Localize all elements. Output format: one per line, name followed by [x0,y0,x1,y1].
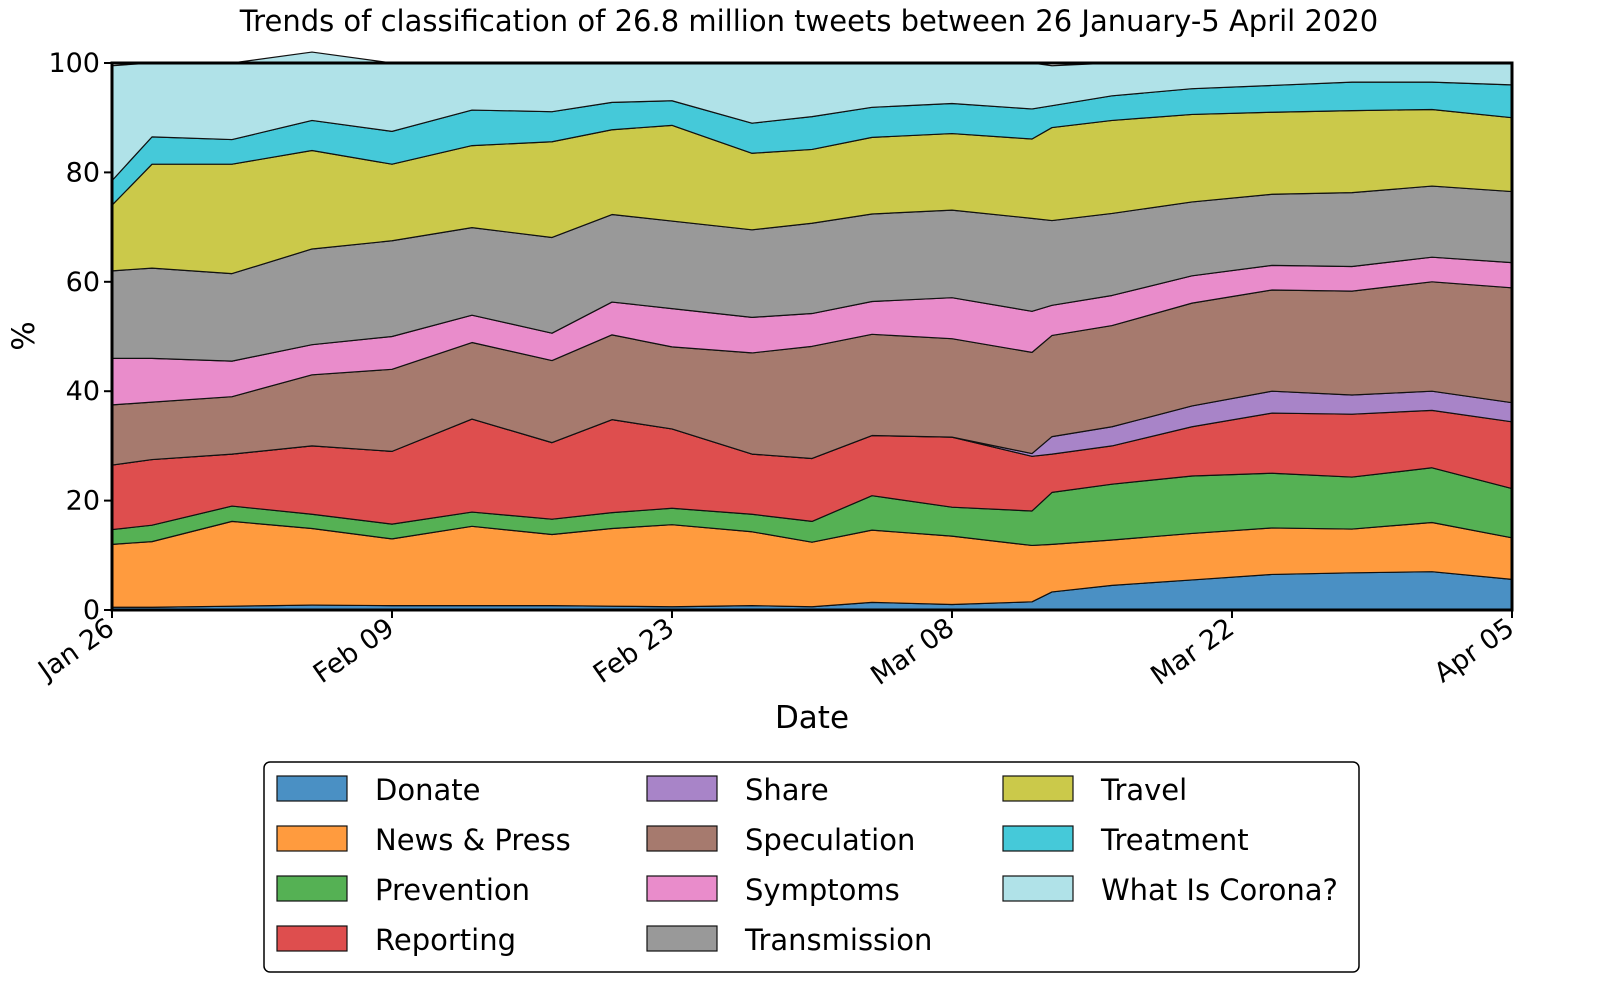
legend-swatch-prevention [276,875,348,902]
x-tick-label: Mar 22 [1145,612,1240,691]
x-tick-label: Jan 26 [31,612,120,687]
x-tick-label: Mar 08 [865,612,960,691]
legend-swatch-symptoms [646,875,718,902]
legend-frame [263,761,1360,973]
y-tick-label: 20 [66,486,100,517]
y-axis-label: % [6,321,42,350]
legend-swatch-speculation [646,825,718,852]
legend: Donate News & Press Prevention Reporting Sha… [263,761,1360,973]
legend-swatch-travel [1002,775,1074,802]
legend-swatch-news-press [276,825,348,852]
chart-title: Trends of classification of 26.8 million… [239,4,1379,38]
legend-label-news-press: News & Press [375,823,571,857]
legend-label-transmission: Transmission [744,923,932,957]
x-tick-label: Feb 09 [308,612,400,689]
y-tick-label: 60 [66,267,100,298]
legend-label-reporting: Reporting [375,923,516,957]
x-tick-label: Feb 23 [588,612,680,689]
x-tick-label: Apr 05 [1429,612,1520,689]
legend-label-travel: Travel [1100,773,1187,807]
y-tick-label: 0 [83,595,100,626]
legend-swatch-reporting [276,925,348,952]
legend-swatch-treatment [1002,825,1074,852]
x-axis-label: Date [775,700,849,736]
legend-label-share: Share [745,773,829,807]
legend-label-symptoms: Symptoms [745,873,900,907]
y-tick-label: 80 [66,157,100,188]
plot-frame [110,61,1514,612]
legend-swatch-donate [276,775,348,802]
legend-swatch-share [646,775,718,802]
legend-label-prevention: Prevention [375,873,530,907]
legend-label-donate: Donate [375,773,480,807]
legend-label-what-is-corona: What Is Corona? [1101,873,1338,907]
y-tick-label: 40 [66,376,100,407]
plot-area [111,51,1513,611]
legend-swatch-what-is-corona [1002,875,1074,902]
y-axis: 0 20 40 60 80 100 [48,48,112,626]
legend-swatch-transmission [646,925,718,952]
legend-label-treatment: Treatment [1100,823,1249,857]
y-tick-label: 100 [48,48,100,79]
x-axis: Jan 26 Feb 09 Feb 23 Mar 08 Mar 22 Apr 05 [31,610,1520,692]
legend-label-speculation: Speculation [745,823,915,857]
